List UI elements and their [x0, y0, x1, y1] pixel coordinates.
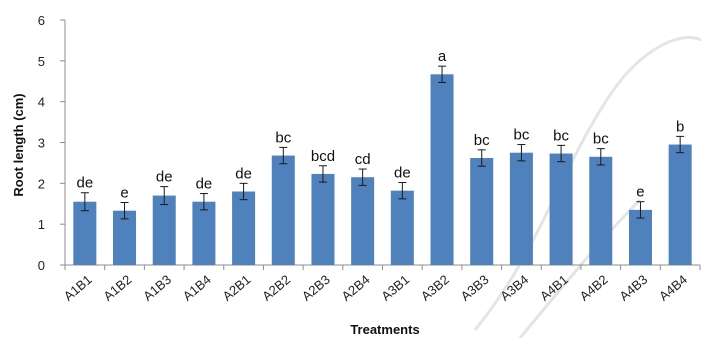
significance-label-A3B3: bc [474, 132, 490, 149]
bar-A2B3 [311, 173, 335, 265]
x-tick-label-A3B2: A3B2 [418, 272, 452, 304]
y-tick-label: 6 [38, 13, 45, 28]
y-tick-label: 3 [38, 136, 45, 151]
x-tick-label-A2B4: A2B4 [339, 272, 373, 304]
x-tick-label-A2B3: A2B3 [299, 272, 333, 304]
significance-label-A3B4: bc [513, 127, 529, 144]
bar-A4B3 [628, 209, 652, 265]
x-tick-label-A1B4: A1B4 [180, 272, 214, 304]
significance-label-A1B2: e [120, 185, 128, 202]
x-tick-label-A3B4: A3B4 [497, 272, 531, 304]
y-axis-ticks: 0 1 2 3 4 5 6 [38, 13, 65, 273]
bar-A3B3 [470, 158, 494, 265]
significance-label-A4B4: b [676, 118, 684, 135]
y-tick-label: 5 [38, 54, 45, 69]
x-tick-label-A2B1: A2B1 [220, 272, 254, 304]
bar-A3B1 [390, 190, 414, 265]
bar-A2B4 [351, 177, 375, 265]
significance-label-A4B2: bc [593, 131, 609, 148]
x-tick-label-A1B1: A1B1 [61, 272, 95, 304]
bar-A2B1 [232, 191, 256, 265]
significance-label-A2B1: de [235, 165, 252, 182]
y-tick-label: 0 [38, 258, 45, 273]
x-tick-label-A2B2: A2B2 [259, 272, 293, 304]
x-tick-label-A1B2: A1B2 [100, 272, 134, 304]
significance-label-A2B3: bcd [311, 148, 335, 165]
x-tick-label-A4B2: A4B2 [577, 272, 611, 304]
significance-label-A3B2: a [438, 48, 447, 65]
bar-A1B2 [113, 210, 137, 265]
y-axis-title: Root length (cm) [11, 93, 26, 196]
x-axis-title: Treatments [350, 322, 419, 337]
x-tick-label-A3B1: A3B1 [378, 272, 412, 304]
error-bars [80, 65, 685, 220]
bar-A3B4 [509, 152, 533, 265]
y-tick-label: 2 [38, 176, 45, 191]
bars [73, 74, 692, 265]
significance-label-A3B1: de [394, 165, 411, 182]
bar-A4B1 [549, 153, 573, 265]
y-tick-label: 4 [38, 95, 45, 110]
x-tick-label-A1B3: A1B3 [140, 272, 174, 304]
significance-label-A1B1: de [77, 175, 94, 192]
significance-label-A1B3: de [156, 169, 173, 186]
significance-label-A4B3: e [636, 184, 644, 201]
bar-A4B2 [589, 156, 613, 265]
bar-A4B4 [668, 144, 692, 265]
significance-label-A1B4: de [196, 176, 213, 193]
bar-A1B4 [192, 201, 216, 265]
bar-A3B2 [430, 74, 454, 265]
y-tick-label: 1 [38, 217, 45, 232]
x-tick-label-A4B4: A4B4 [656, 272, 690, 304]
x-tick-label-A4B3: A4B3 [616, 272, 650, 304]
x-tick-label-A3B3: A3B3 [458, 272, 492, 304]
significance-label-A4B1: bc [553, 127, 569, 144]
bar-A1B3 [152, 195, 176, 265]
significance-labels: de e de de de bc bcd cd de a bc bc bc bc e b [77, 48, 685, 201]
bar-A1B1 [73, 201, 97, 265]
bar-A2B2 [271, 155, 295, 265]
x-axis-ticks: A1B1 A1B2 A1B3 A1B4 A2B1 A2B2 A2B3 A2B4 A3B1 A3B2… [61, 265, 701, 304]
significance-label-A2B4: cd [355, 151, 371, 168]
watermark-decoration [473, 35, 701, 338]
significance-label-A2B2: bc [275, 129, 291, 146]
